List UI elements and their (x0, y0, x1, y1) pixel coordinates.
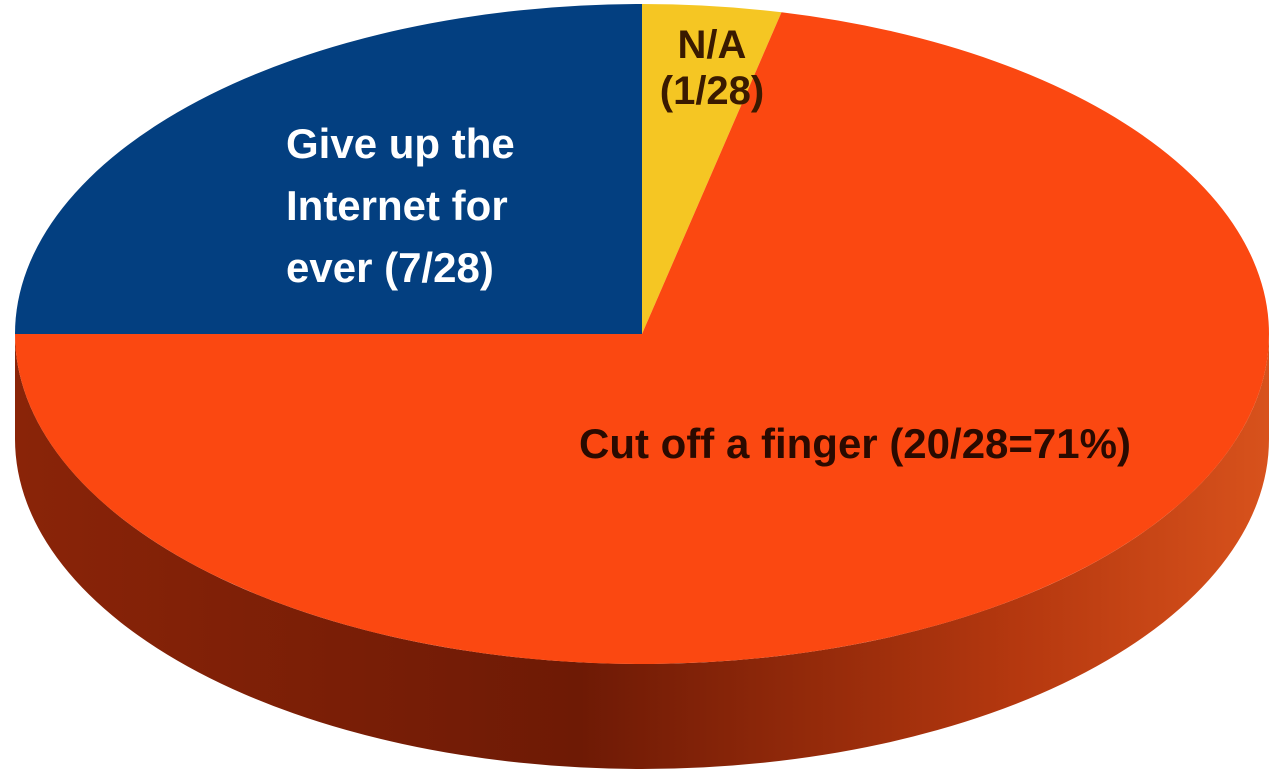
pie-labels: N/A (1/28) Cut off a finger (20/28=71%) Giv… (286, 23, 1131, 467)
pie-slice-label-line: ever (7/28) (286, 244, 494, 291)
pie-slice-label-1: Cut off a finger (20/28=71%) (579, 420, 1131, 467)
pie-slice-label-0: N/A (1/28) (660, 23, 765, 113)
pie-slice-0 (642, 4, 782, 334)
pie-slice-1 (14, 12, 1269, 664)
pie-side-wall (15, 334, 1269, 769)
pie-slice-label-line: N/A (678, 23, 747, 67)
pie-slice-label-line: (1/28) (660, 69, 765, 113)
pie-side-wall-shape (15, 334, 1269, 769)
pie-slice-2 (15, 4, 642, 334)
pie-top (14, 4, 1269, 664)
pie-slice-label-line: Internet for (286, 182, 508, 229)
pie-slice-label-line: Give up the (286, 120, 515, 167)
pie-slice-label-2: Give up the Internet for ever (7/28) (286, 120, 515, 291)
pie-slice-label-line: Cut off a finger (20/28=71%) (579, 420, 1131, 467)
